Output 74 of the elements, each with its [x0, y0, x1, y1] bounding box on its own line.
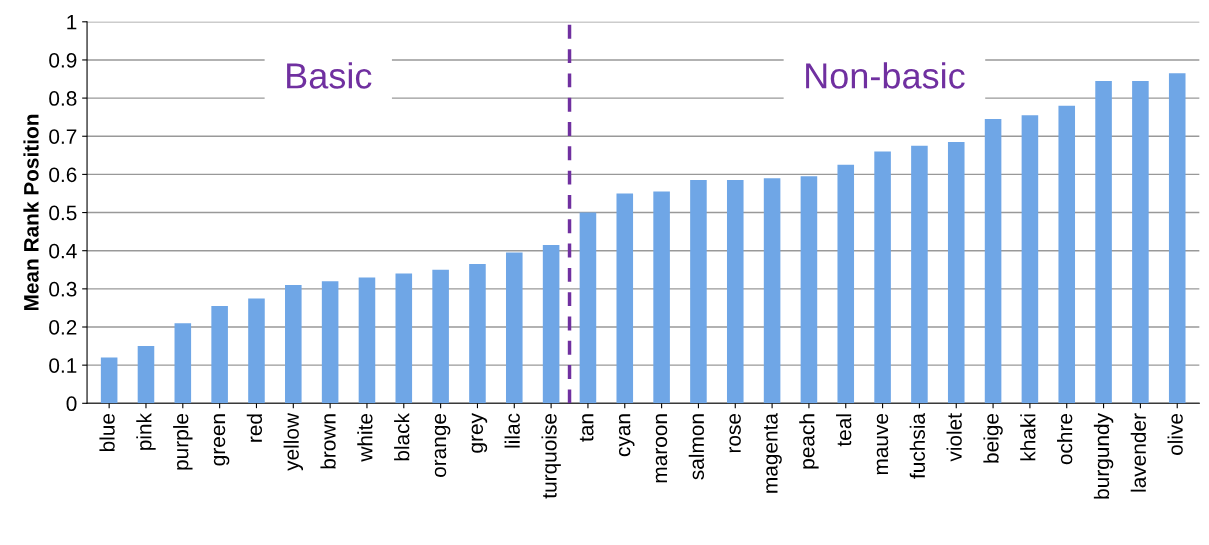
x-tick-label: violet — [946, 413, 962, 462]
x-tick-label: beige — [983, 413, 1003, 463]
bar — [542, 244, 560, 404]
bar — [505, 252, 523, 404]
x-tick-label: maroon — [655, 414, 668, 483]
x-tick-label: red — [246, 414, 263, 442]
x-tick-label: turquoise — [541, 413, 561, 499]
bar — [1095, 80, 1112, 404]
bar — [248, 298, 265, 404]
y-tick-label: 1 — [67, 15, 77, 30]
bar — [947, 141, 965, 404]
x-tick-label: salmon — [688, 414, 705, 480]
y-tick-label: 0.1 — [49, 358, 77, 373]
bar — [100, 357, 118, 404]
y-tick-label: 0.9 — [49, 52, 77, 68]
x-tick-label: olive — [1167, 413, 1183, 455]
y-tick-label: 0.6 — [49, 167, 77, 183]
bar — [1021, 115, 1039, 404]
bar — [616, 193, 634, 404]
y-tick-label: 0.5 — [49, 205, 77, 221]
y-tick-label: 0.2 — [49, 320, 77, 335]
x-tick-label: blue — [99, 413, 115, 452]
bar — [321, 281, 339, 404]
bar — [874, 151, 891, 404]
x-tick-label: magenta — [764, 413, 782, 493]
x-tick-label: black — [394, 412, 410, 461]
x-tick-label: purple — [173, 413, 193, 470]
x-tick-label: tan — [579, 414, 594, 442]
x-tick-label: pink — [136, 412, 156, 450]
x-tick-label: peach — [799, 414, 819, 469]
x-tick-label: lavender — [1130, 413, 1146, 492]
x-tick-label: lilac — [504, 413, 520, 448]
bar — [911, 145, 928, 404]
x-tick-label: white — [357, 413, 373, 462]
bar — [432, 269, 449, 404]
x-tick-label: orange — [434, 413, 451, 478]
bar — [1168, 73, 1186, 404]
bar — [1058, 105, 1076, 404]
x-tick-label: grey — [471, 413, 488, 453]
bar — [174, 323, 192, 404]
x-tick-label: yellow — [283, 412, 304, 471]
bar — [137, 346, 155, 404]
bar — [653, 191, 670, 404]
bar — [690, 180, 707, 404]
x-tick-label: green — [213, 414, 230, 466]
bar — [800, 176, 818, 404]
bar — [211, 306, 228, 404]
x-tick-label: ochre — [1057, 413, 1073, 465]
bar — [763, 178, 781, 404]
annotation: Non-basic — [806, 62, 965, 89]
annotation: Basic — [287, 62, 372, 89]
x-tick-label: fuchsia — [909, 413, 926, 479]
y-tick-label: 0.8 — [49, 91, 77, 106]
bar — [837, 164, 855, 404]
bar — [984, 119, 1002, 404]
bar — [726, 180, 744, 404]
y-tick-label: 0.7 — [49, 129, 77, 144]
x-tick-label: rose — [729, 413, 741, 453]
bar — [358, 277, 376, 404]
x-tick-label: teal — [836, 414, 852, 447]
y-tick-label: 0 — [66, 396, 77, 412]
y-tick-label: 0.4 — [49, 243, 77, 259]
x-tick-label: brown — [320, 414, 336, 469]
x-tick-label: cyan — [618, 414, 635, 457]
x-tick-label: burgundy — [1093, 413, 1114, 499]
bar — [469, 264, 486, 404]
y-tick-label: 0.3 — [49, 281, 77, 297]
bar — [579, 212, 597, 404]
x-tick-label: mauve — [876, 413, 889, 475]
x-tick-label: khaki — [1020, 414, 1036, 461]
bar — [1132, 80, 1149, 404]
y-axis-title: Mean Rank Position — [23, 114, 39, 311]
bar — [395, 273, 413, 404]
bar — [285, 285, 302, 404]
